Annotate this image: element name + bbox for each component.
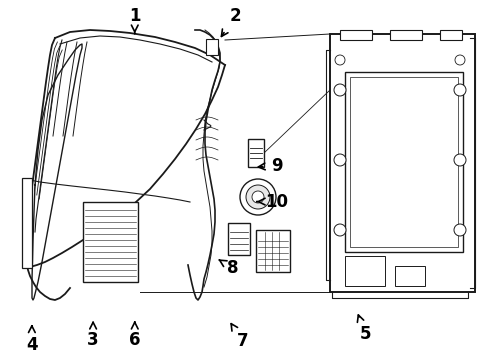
Bar bbox=[345, 72, 463, 252]
Circle shape bbox=[240, 179, 276, 215]
Text: 7: 7 bbox=[231, 324, 248, 350]
Circle shape bbox=[454, 154, 466, 166]
Bar bbox=[345, 256, 385, 286]
Bar bbox=[330, 34, 475, 292]
Bar bbox=[340, 30, 372, 40]
Circle shape bbox=[455, 55, 465, 65]
Circle shape bbox=[335, 55, 345, 65]
Text: 8: 8 bbox=[219, 259, 239, 277]
Bar bbox=[228, 223, 250, 255]
Text: 9: 9 bbox=[258, 157, 283, 175]
Bar bbox=[206, 39, 218, 55]
Text: 10: 10 bbox=[257, 193, 288, 211]
Text: 1: 1 bbox=[129, 7, 141, 33]
Circle shape bbox=[454, 224, 466, 236]
Bar bbox=[83, 202, 138, 282]
Circle shape bbox=[334, 84, 346, 96]
Bar bbox=[256, 230, 290, 272]
Bar bbox=[390, 30, 422, 40]
Circle shape bbox=[334, 154, 346, 166]
Bar bbox=[248, 139, 264, 167]
Text: 5: 5 bbox=[357, 315, 371, 343]
Circle shape bbox=[246, 185, 270, 209]
Bar bbox=[440, 30, 462, 40]
Bar bbox=[22, 178, 32, 268]
Circle shape bbox=[334, 224, 346, 236]
Bar bbox=[395, 266, 425, 286]
Text: 3: 3 bbox=[87, 322, 99, 349]
Circle shape bbox=[454, 84, 466, 96]
Text: 4: 4 bbox=[26, 326, 38, 354]
Text: 6: 6 bbox=[129, 322, 141, 349]
Text: 2: 2 bbox=[221, 7, 241, 36]
Circle shape bbox=[252, 191, 264, 203]
Bar bbox=[350, 77, 458, 247]
